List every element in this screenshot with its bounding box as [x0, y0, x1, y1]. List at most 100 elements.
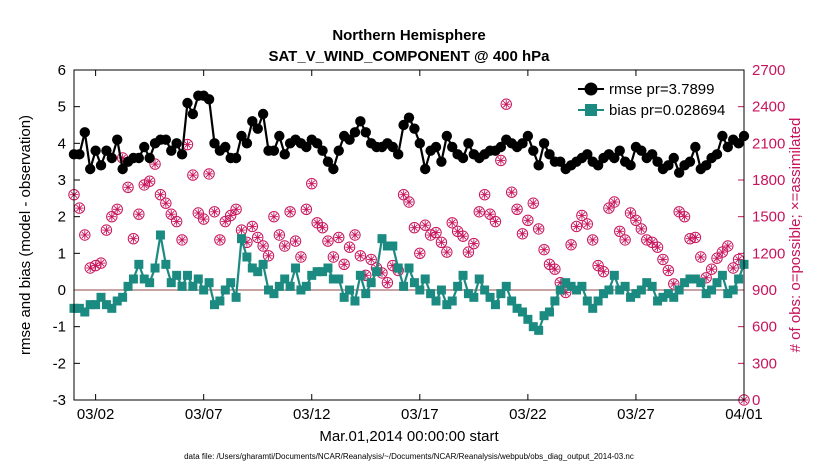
obs-possible-marker	[505, 186, 518, 198]
bias-point	[307, 270, 317, 280]
obs-possible-marker	[408, 221, 421, 234]
rmse-point	[636, 145, 647, 156]
rmse-point	[344, 134, 355, 145]
bias-point	[507, 296, 517, 306]
obs-assimilated-stroke	[146, 177, 153, 185]
obs-assimilated-stroke	[654, 243, 661, 251]
rmse-point	[392, 149, 404, 160]
obs-possible-marker	[143, 175, 156, 187]
rmse-point	[609, 152, 620, 164]
obs-possible-marker	[327, 251, 340, 263]
bias-point	[463, 289, 473, 299]
y-left-tick-label: 5	[58, 99, 66, 116]
obs-possible-marker	[662, 264, 675, 277]
bias-point	[226, 278, 236, 288]
rmse-point	[95, 160, 107, 171]
obs-possible-marker	[516, 228, 529, 240]
obs-count-point	[111, 203, 123, 216]
obs-possible-marker	[197, 213, 210, 225]
obs-possible-marker	[365, 253, 377, 266]
obs-count-point	[419, 219, 431, 231]
obs-assimilated-stroke	[346, 243, 353, 251]
obs-assimilated-stroke	[670, 280, 678, 288]
obs-assimilated-stroke	[735, 256, 742, 263]
obs-count-point	[695, 251, 707, 263]
obs-count-series	[68, 98, 750, 406]
bias-point	[372, 267, 382, 277]
rmse-point	[112, 134, 123, 145]
y-right-tick-label: 2400	[752, 99, 785, 116]
rmse-point	[555, 156, 566, 167]
bias-point	[642, 278, 652, 288]
obs-count-point	[143, 175, 156, 187]
obs-possible-marker	[446, 217, 458, 229]
obs-possible-marker	[435, 236, 448, 249]
obs-count-point	[381, 276, 394, 289]
obs-assimilated-stroke	[594, 262, 602, 269]
rmse-point	[441, 130, 453, 142]
bias-point	[615, 285, 625, 295]
obs-possible-marker	[322, 235, 334, 247]
rmse-point	[79, 127, 91, 138]
x-tick-label: 03/27	[617, 406, 655, 423]
obs-count-point	[430, 226, 442, 239]
obs-possible-marker	[484, 208, 496, 220]
bias-point	[193, 274, 203, 284]
obs-possible-marker	[527, 197, 539, 209]
bias-point	[680, 278, 690, 288]
obs-count-point	[219, 215, 231, 228]
legend: rmse pr=3.7899 bias pr=0.028694	[578, 81, 725, 119]
obs-count-point	[338, 258, 350, 271]
obs-count-point	[235, 224, 248, 236]
y-right-tick-label: 600	[752, 319, 777, 336]
obs-assimilated-stroke	[502, 100, 510, 108]
obs-assimilated-stroke	[270, 213, 278, 221]
rmse-series	[68, 90, 750, 178]
rmse-point	[544, 149, 555, 160]
bias-point	[382, 241, 392, 251]
y-right-tick-label: 1500	[752, 209, 785, 226]
obs-assimilated-stroke	[578, 212, 586, 219]
bias-point	[501, 281, 511, 291]
obs-count-point	[79, 229, 91, 241]
obs-count-point	[306, 177, 318, 190]
obs-count-point	[565, 239, 577, 251]
bias-point	[663, 289, 673, 299]
bias-point	[155, 230, 165, 240]
obs-count-point	[630, 214, 642, 227]
obs-possible-marker	[160, 197, 172, 209]
bias-point	[361, 289, 371, 299]
y-left-tick-label: 2	[58, 209, 66, 226]
obs-assimilated-stroke	[546, 260, 553, 268]
bias-point	[566, 281, 576, 291]
obs-count-point	[322, 235, 334, 247]
obs-assimilated-stroke	[432, 229, 440, 236]
obs-possible-marker	[538, 243, 550, 256]
rmse-point	[700, 160, 712, 171]
bias-point	[588, 303, 598, 313]
obs-assimilated-stroke	[519, 230, 526, 238]
bias-point	[480, 285, 490, 295]
obs-count-point	[203, 168, 215, 180]
obs-assimilated-stroke	[335, 234, 343, 241]
obs-assimilated-stroke	[254, 234, 262, 241]
obs-assimilated-stroke	[627, 209, 634, 217]
obs-assimilated-stroke	[508, 188, 516, 196]
bias-point	[220, 285, 230, 295]
bias-point	[209, 300, 219, 310]
bias-point	[253, 267, 263, 277]
obs-possible-marker	[668, 278, 680, 290]
obs-assimilated-stroke	[524, 216, 532, 224]
bias-point	[593, 296, 603, 306]
x-tick-label: 03/07	[185, 406, 223, 423]
obs-assimilated-stroke	[113, 205, 121, 213]
obs-assimilated-stroke	[205, 170, 213, 178]
obs-assimilated-stroke	[583, 220, 591, 228]
bias-point	[323, 263, 333, 273]
bias-point	[301, 281, 311, 291]
obs-assimilated-stroke	[140, 181, 148, 189]
obs-possible-marker	[230, 203, 242, 216]
obs-count-point	[176, 234, 188, 246]
obs-count-point	[441, 246, 453, 258]
